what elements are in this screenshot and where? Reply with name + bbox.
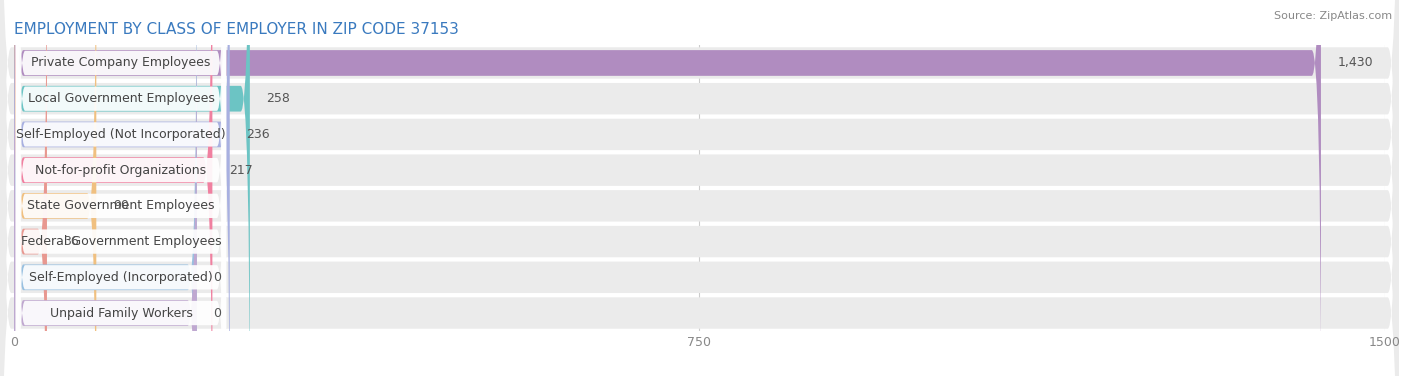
Text: 90: 90 (112, 199, 128, 212)
FancyBboxPatch shape (14, 0, 46, 376)
Text: State Government Employees: State Government Employees (27, 199, 215, 212)
FancyBboxPatch shape (15, 0, 226, 376)
FancyBboxPatch shape (14, 0, 229, 376)
FancyBboxPatch shape (14, 0, 96, 376)
Text: EMPLOYMENT BY CLASS OF EMPLOYER IN ZIP CODE 37153: EMPLOYMENT BY CLASS OF EMPLOYER IN ZIP C… (14, 22, 458, 37)
Text: Self-Employed (Not Incorporated): Self-Employed (Not Incorporated) (17, 128, 226, 141)
Text: 1,430: 1,430 (1337, 56, 1374, 70)
FancyBboxPatch shape (14, 0, 197, 376)
Text: 258: 258 (266, 92, 290, 105)
Text: Self-Employed (Incorporated): Self-Employed (Incorporated) (30, 271, 212, 284)
FancyBboxPatch shape (15, 0, 226, 376)
Text: Not-for-profit Organizations: Not-for-profit Organizations (35, 164, 207, 177)
FancyBboxPatch shape (15, 0, 226, 376)
FancyBboxPatch shape (15, 0, 226, 376)
FancyBboxPatch shape (14, 0, 212, 376)
Text: 0: 0 (214, 271, 221, 284)
FancyBboxPatch shape (15, 0, 226, 376)
FancyBboxPatch shape (14, 0, 250, 376)
Text: Local Government Employees: Local Government Employees (28, 92, 215, 105)
Text: Unpaid Family Workers: Unpaid Family Workers (49, 306, 193, 320)
Text: Private Company Employees: Private Company Employees (31, 56, 211, 70)
FancyBboxPatch shape (14, 0, 1322, 376)
FancyBboxPatch shape (14, 0, 197, 376)
Text: 36: 36 (63, 235, 79, 248)
Text: 236: 236 (246, 128, 270, 141)
Text: Federal Government Employees: Federal Government Employees (21, 235, 221, 248)
FancyBboxPatch shape (15, 0, 226, 376)
Text: Source: ZipAtlas.com: Source: ZipAtlas.com (1274, 11, 1392, 21)
Text: 217: 217 (229, 164, 253, 177)
FancyBboxPatch shape (15, 0, 226, 376)
Text: 0: 0 (214, 306, 221, 320)
FancyBboxPatch shape (15, 0, 226, 376)
